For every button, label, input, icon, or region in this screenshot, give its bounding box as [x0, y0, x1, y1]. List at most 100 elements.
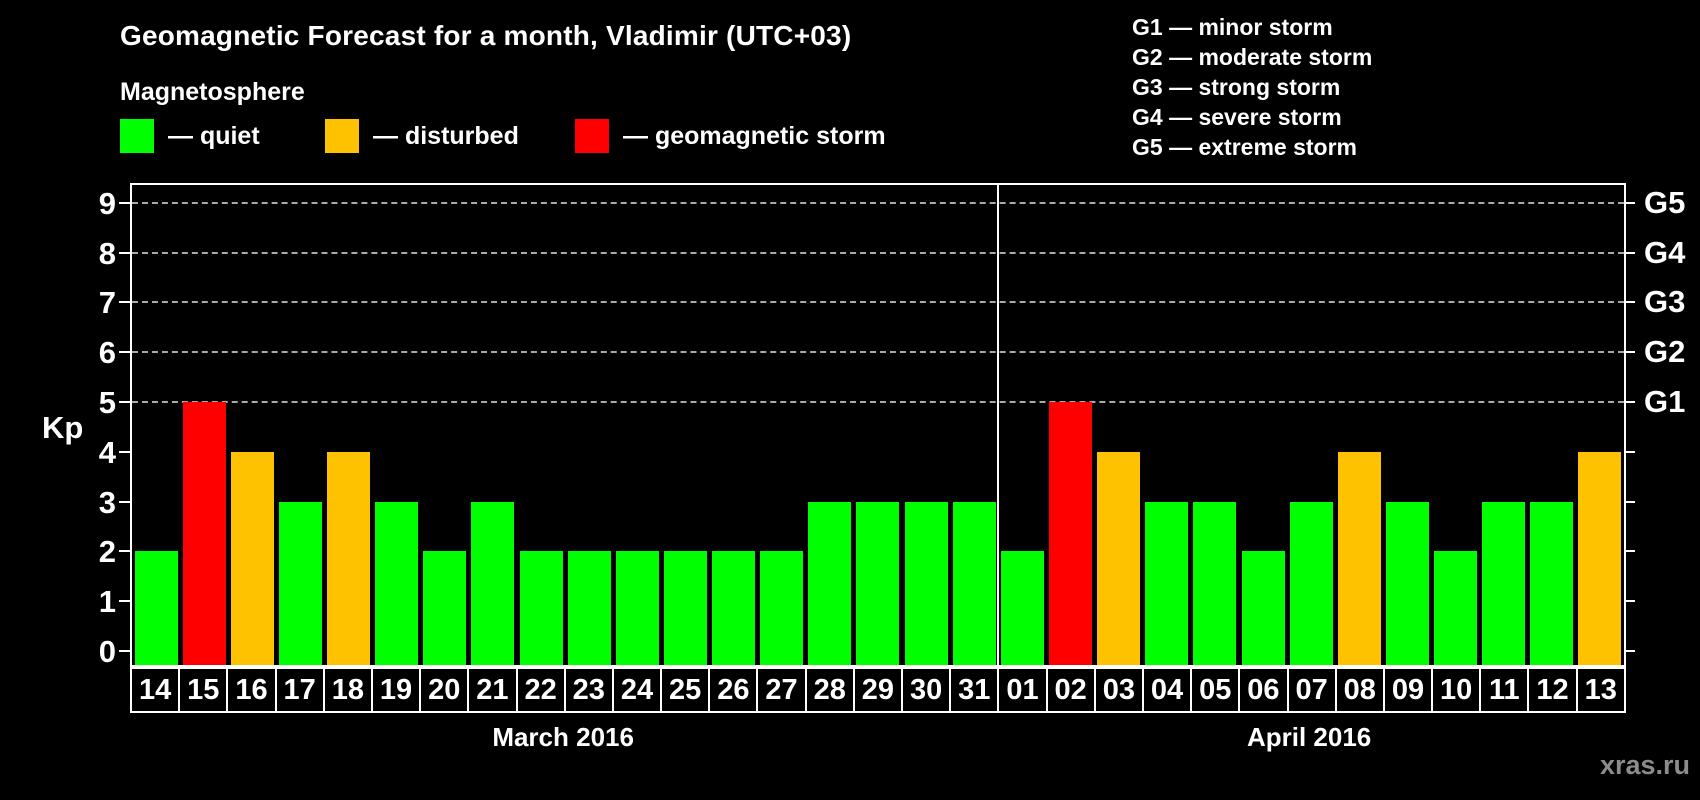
kp-bar [1097, 451, 1141, 665]
day-cell: 15 [180, 669, 229, 711]
month-label: April 2016 [1246, 722, 1372, 752]
left-tick-kp2 [119, 550, 130, 553]
magnetosphere-subtitle: Magnetosphere [120, 78, 305, 106]
kp-bar [1578, 451, 1622, 665]
day-cell: 20 [421, 669, 470, 711]
y-tick-label-4: 4 [98, 434, 116, 470]
day-cell: 27 [758, 669, 807, 711]
right-tick-kp6 [1624, 351, 1635, 354]
watermark: xras.ru [1599, 750, 1690, 780]
day-cell: 26 [710, 669, 759, 711]
g-legend-line: G5 — extreme storm [1132, 134, 1357, 160]
month-labels: March 2016 April 2016 [130, 722, 1626, 762]
y-tick-label-5: 5 [98, 385, 116, 420]
left-tick-kp0 [119, 650, 130, 652]
y-tick-label-8: 8 [98, 235, 116, 271]
kp-bar [1193, 501, 1237, 665]
month-separator [997, 185, 1000, 665]
day-cell: 28 [807, 669, 855, 711]
kp-bar [712, 551, 756, 665]
kp-bar [1434, 551, 1478, 665]
kp-bar [327, 451, 371, 665]
day-cell: 21 [469, 669, 518, 711]
day-cell: 03 [1096, 669, 1144, 711]
day-cell: 29 [855, 669, 903, 711]
right-axis-label-G3: G3 [1644, 284, 1686, 320]
disturbed-color-swatch [325, 119, 359, 153]
legend-item-storm: — geomagnetic storm [575, 119, 886, 153]
left-tick-kp3 [119, 500, 130, 503]
g-legend-line: G3 — strong storm [1132, 74, 1341, 100]
storm-color-swatch [575, 119, 609, 153]
kp-bar [663, 551, 707, 665]
kp-bar [615, 551, 659, 665]
kp-bar [856, 501, 900, 665]
left-tick-kp1 [119, 600, 130, 603]
kp-bar [1385, 501, 1429, 665]
kp-bar [1482, 501, 1526, 665]
day-cell: 02 [1048, 669, 1096, 711]
day-cell: 06 [1240, 669, 1289, 711]
kp-bar [471, 501, 515, 665]
kp-bar [134, 551, 178, 665]
kp-bar [278, 501, 322, 665]
day-cell: 22 [518, 669, 566, 711]
right-tick-kp0 [1624, 650, 1635, 652]
left-tick-kp4 [119, 450, 130, 453]
day-cell: 10 [1433, 669, 1482, 711]
y-tick-label-1: 1 [98, 584, 116, 620]
legend-label: — disturbed [373, 121, 519, 150]
quiet-color-swatch [120, 119, 154, 153]
day-cell: 04 [1144, 669, 1193, 711]
day-cell: 31 [951, 669, 1000, 711]
y-tick-label-2: 2 [98, 534, 116, 570]
kp-axis-label: Kp [42, 410, 84, 445]
kp-bar-chart-plot [119, 183, 1635, 667]
left-tick-kp9 [119, 201, 130, 204]
day-cell: 19 [373, 669, 422, 711]
kp-bar [1241, 551, 1285, 665]
day-cell: 05 [1192, 669, 1241, 711]
right-tick-kp8 [1624, 251, 1635, 254]
right-tick-kp5 [1624, 401, 1635, 403]
day-cell: 24 [614, 669, 663, 711]
legend-item-quiet: — quiet [120, 119, 260, 153]
right-tick-kp2 [1624, 550, 1635, 553]
left-tick-kp6 [119, 351, 130, 354]
right-axis-label-G5: G5 [1644, 184, 1686, 220]
g-legend-line: G2 — moderate storm [1132, 44, 1373, 70]
gridline-kp9 [132, 201, 1624, 204]
kp-bar [808, 501, 852, 665]
kp-bar [375, 501, 419, 665]
g-scale-legend: G1 — minor storm G2 — moderate storm G3 — … [1132, 12, 1372, 162]
y-tick-label-3: 3 [98, 484, 116, 520]
g-scale-axis-labels: G1 G2 G3 G4 G5 [1644, 185, 1700, 665]
kp-axis-tick-labels: 0 1 2 3 4 5 6 7 8 9 [50, 185, 116, 669]
y-tick-label-9: 9 [98, 185, 116, 221]
gridline-kp8 [132, 251, 1624, 254]
kp-bar [567, 551, 611, 665]
right-axis-label-G4: G4 [1644, 234, 1686, 270]
day-cell: 23 [566, 669, 614, 711]
legend-item-disturbed: — disturbed [325, 119, 519, 153]
kp-bar [1145, 501, 1189, 665]
day-cell: 11 [1481, 669, 1530, 711]
day-cell: 16 [228, 669, 277, 711]
right-tick-kp4 [1624, 450, 1635, 453]
day-cell: 12 [1529, 669, 1578, 711]
day-cell: 18 [325, 669, 373, 711]
kp-bar [1049, 402, 1093, 665]
magnetosphere-legend: — quiet — disturbed — geomagnetic storm [0, 119, 1120, 155]
right-tick-kp9 [1624, 201, 1635, 204]
kp-bar [1530, 501, 1574, 665]
day-cell: 09 [1385, 669, 1434, 711]
right-tick-kp7 [1624, 301, 1635, 304]
day-cell: 17 [277, 669, 325, 711]
y-tick-label-7: 7 [98, 285, 116, 321]
gridline-kp7 [132, 301, 1624, 304]
day-cell: 08 [1337, 669, 1385, 711]
g-legend-line: G4 — severe storm [1132, 104, 1342, 130]
kp-bar [1000, 551, 1044, 665]
kp-bar [904, 501, 948, 665]
right-tick-kp1 [1624, 600, 1635, 603]
